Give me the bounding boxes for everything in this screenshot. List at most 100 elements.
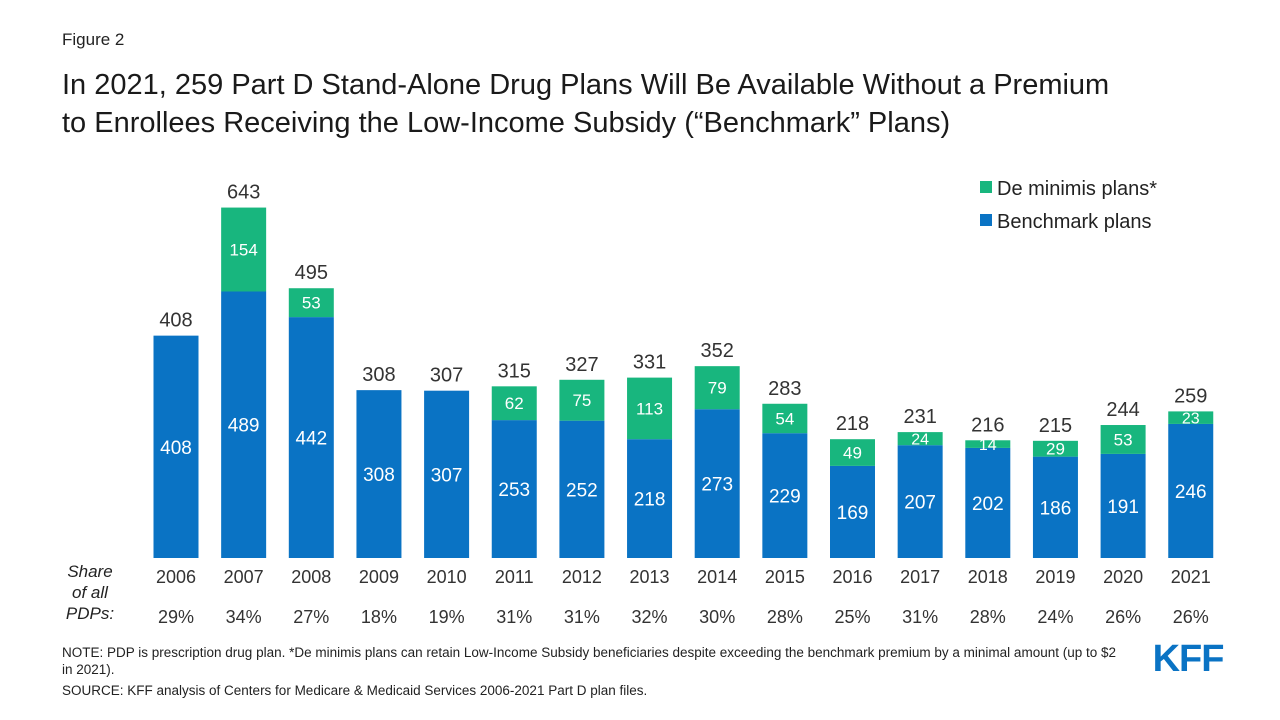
- title-line-2: to Enrollees Receiving the Low-Income Su…: [62, 107, 951, 139]
- label-benchmark-2016: 169: [837, 503, 869, 524]
- bar-benchmark-2015: [762, 433, 808, 558]
- bar-deminimis-2019: [1032, 440, 1078, 457]
- kff-logo-text: KFF: [1153, 638, 1224, 676]
- share-2011: 31%: [496, 607, 532, 627]
- bar-benchmark-2006: [153, 335, 199, 558]
- share-2010: 19%: [429, 607, 465, 627]
- tick-2009: 2009: [359, 567, 399, 587]
- share-2021: 26%: [1173, 607, 1209, 627]
- label-total-2009: 308: [362, 364, 395, 386]
- bar-deminimis-2017: [897, 432, 943, 446]
- bar-deminimis-2021: [1168, 411, 1214, 424]
- label-benchmark-2019: 186: [1040, 498, 1072, 519]
- label-deminimis-2015: 54: [775, 409, 794, 428]
- bar-benchmark-2010: [424, 390, 470, 558]
- title-line-1: In 2021, 259 Part D Stand-Alone Drug Pla…: [62, 69, 1110, 101]
- share-of-all-pdps-label: Share of all PDPs:: [50, 561, 130, 624]
- label-benchmark-2017: 207: [904, 493, 936, 514]
- label-benchmark-2009: 308: [363, 465, 395, 486]
- kff-logo: KFF: [1153, 638, 1225, 676]
- figure-label: Figure 2: [62, 30, 125, 49]
- label-deminimis-2013: 113: [636, 399, 663, 418]
- bar-benchmark-2021: [1168, 423, 1214, 558]
- legend: De minimis plans* Benchmark plans: [980, 178, 1157, 233]
- bar-deminimis-2007: [221, 207, 267, 292]
- bar-benchmark-2014: [694, 409, 740, 558]
- bar-benchmark-2019: [1032, 456, 1078, 558]
- label-total-2019: 215: [1039, 415, 1072, 437]
- label-benchmark-2007: 489: [228, 416, 260, 437]
- legend-swatch-deminimis: [980, 181, 992, 193]
- share-2020: 26%: [1105, 607, 1141, 627]
- share-2008: 27%: [293, 607, 329, 627]
- label-total-2021: 259: [1174, 385, 1207, 407]
- tick-2020: 2020: [1103, 567, 1143, 587]
- bar-deminimis-2020: [1100, 425, 1146, 454]
- label-deminimis-2021: 23: [1182, 411, 1200, 428]
- bar-deminimis-2014: [694, 366, 740, 410]
- tick-2017: 2017: [900, 567, 940, 587]
- legend-label-deminimis: De minimis plans*: [997, 178, 1157, 200]
- label-total-2012: 327: [565, 354, 598, 376]
- legend-swatch-benchmark: [980, 214, 992, 226]
- tick-2019: 2019: [1035, 567, 1075, 587]
- tick-2015: 2015: [765, 567, 805, 587]
- label-total-2013: 331: [633, 352, 666, 374]
- bar-benchmark-2016: [830, 465, 875, 558]
- share-label-line-2: of all: [72, 583, 108, 602]
- share-2017: 31%: [902, 607, 938, 627]
- share-2018: 28%: [970, 607, 1006, 627]
- bars: 408 408 489 154 643 442 53 495 308 308 307 307 253 62…: [153, 182, 1214, 558]
- tick-2007: 2007: [224, 567, 264, 587]
- label-deminimis-2014: 79: [708, 379, 727, 398]
- bar-deminimis-2015: [762, 403, 808, 434]
- x-axis: 2006 29% 2007 34% 2008 27% 2009 18% 2010 19% 2011 3…: [156, 567, 1211, 627]
- bar-benchmark-2009: [356, 390, 402, 558]
- share-label-line-1: Share: [67, 562, 113, 581]
- tick-2014: 2014: [697, 567, 737, 587]
- tick-2021: 2021: [1171, 567, 1211, 587]
- bar-benchmark-2011: [491, 420, 537, 558]
- bar-deminimis-2016: [830, 439, 875, 466]
- tick-2011: 2011: [495, 567, 534, 587]
- label-deminimis-2019: 29: [1046, 440, 1065, 459]
- label-total-2015: 283: [768, 378, 801, 400]
- bar-deminimis-2018: [965, 440, 1011, 448]
- bar-benchmark-2008: [288, 317, 334, 558]
- share-2006: 29%: [158, 607, 194, 627]
- label-total-2006: 408: [159, 310, 192, 332]
- share-label-line-3: PDPs:: [65, 604, 115, 623]
- bar-benchmark-2013: [627, 439, 673, 558]
- label-deminimis-2011: 62: [505, 394, 524, 413]
- bar-deminimis-2008: [288, 288, 334, 318]
- label-total-2018: 216: [971, 414, 1004, 436]
- bar-deminimis-2011: [491, 386, 537, 421]
- label-total-2017: 231: [903, 406, 936, 428]
- share-2007: 34%: [226, 607, 262, 627]
- label-deminimis-2007: 154: [229, 241, 257, 260]
- label-total-2016: 218: [836, 413, 869, 435]
- label-deminimis-2017: 24: [911, 432, 929, 449]
- tick-2008: 2008: [291, 567, 331, 587]
- share-2012: 31%: [564, 607, 600, 627]
- bar-benchmark-2012: [559, 420, 605, 558]
- label-total-2007: 643: [227, 182, 260, 204]
- label-total-2010: 307: [430, 365, 463, 387]
- tick-2016: 2016: [832, 567, 872, 587]
- label-benchmark-2021: 246: [1175, 482, 1207, 503]
- label-deminimis-2020: 53: [1114, 430, 1133, 449]
- label-total-2011: 315: [498, 360, 531, 382]
- label-deminimis-2012: 75: [572, 391, 591, 410]
- share-2014: 30%: [699, 607, 735, 627]
- label-benchmark-2006: 408: [160, 438, 192, 459]
- share-2015: 28%: [767, 607, 803, 627]
- tick-2018: 2018: [968, 567, 1008, 587]
- label-total-2020: 244: [1106, 399, 1139, 421]
- label-benchmark-2014: 273: [701, 475, 733, 496]
- share-2019: 24%: [1037, 607, 1073, 627]
- label-benchmark-2018: 202: [972, 494, 1004, 515]
- tick-2012: 2012: [562, 567, 602, 587]
- chart-source: SOURCE: KFF analysis of Centers for Medi…: [62, 683, 648, 698]
- label-benchmark-2013: 218: [634, 490, 666, 511]
- chart-note: NOTE: PDP is prescription drug plan. *De…: [62, 645, 1117, 677]
